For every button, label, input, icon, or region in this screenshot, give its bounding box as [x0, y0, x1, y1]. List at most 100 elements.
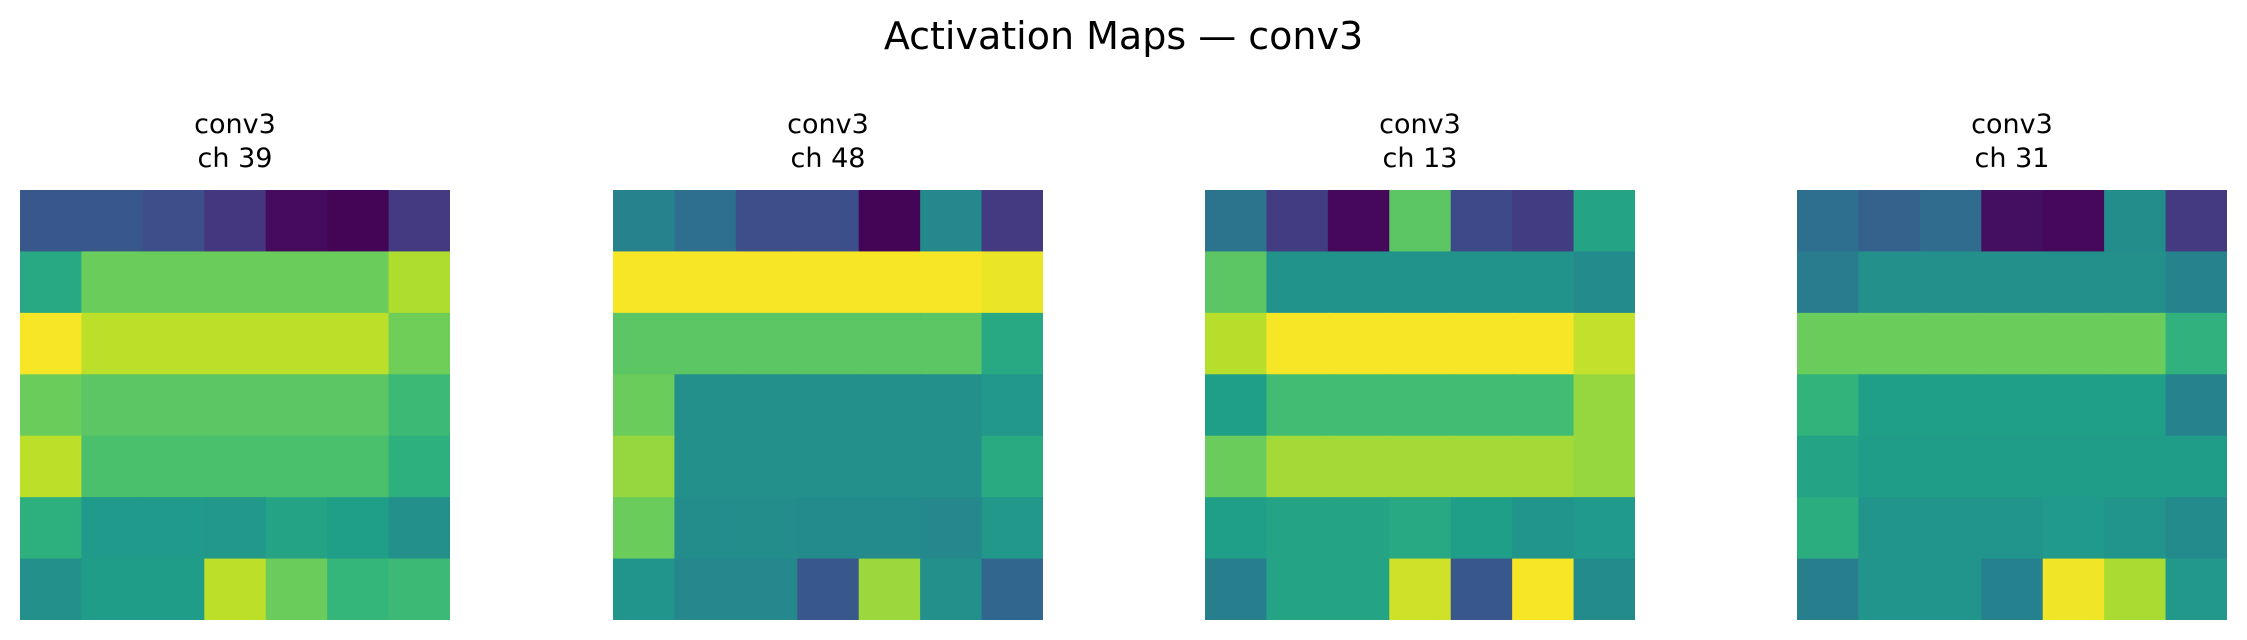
heatmap-cell [2104, 312, 2167, 376]
heatmap-cell [797, 312, 860, 376]
heatmap-cell [1512, 312, 1575, 376]
heatmap-cell [1797, 190, 1860, 253]
heatmap-cell [2042, 374, 2106, 437]
heatmap-cell [797, 190, 860, 253]
heatmap-cell [735, 190, 799, 253]
heatmap-cell [20, 190, 83, 253]
heatmap-cell [388, 435, 450, 499]
heatmap-cell [1919, 312, 1983, 376]
heatmap-cell [1919, 190, 1983, 253]
heatmap-cell [1205, 374, 1268, 437]
heatmap-cell [204, 558, 267, 620]
heatmap-cell [1266, 190, 1330, 253]
heatmap-cell [1512, 251, 1575, 315]
heatmap-cell [1389, 558, 1452, 620]
heatmap-cell [2042, 190, 2106, 253]
heatmap-cell [1327, 435, 1391, 499]
heatmap-cell [142, 497, 206, 560]
heatmap-cell [81, 435, 145, 499]
heatmap-cell [1858, 312, 1922, 376]
heatmap-cell [735, 312, 799, 376]
heatmap-cell [674, 374, 738, 437]
panel-title-3: conv3 ch 13 [1205, 108, 1635, 176]
heatmap-cell [327, 251, 390, 315]
heatmap-cell [1858, 251, 1922, 315]
heatmap-cell [1858, 190, 1922, 253]
heatmap-cell [265, 312, 329, 376]
heatmap-grid-2 [613, 190, 1043, 620]
heatmap-cell [327, 190, 390, 253]
heatmap-cell [920, 251, 983, 315]
heatmap-cell [1573, 312, 1635, 376]
heatmap-cell [327, 497, 390, 560]
heatmap-cell [981, 251, 1043, 315]
heatmap-cell [1450, 251, 1514, 315]
heatmap-cell [1573, 497, 1635, 560]
heatmap-cell [1266, 374, 1330, 437]
heatmap-cell [1919, 374, 1983, 437]
heatmap-cell [2104, 251, 2167, 315]
heatmap-cell [1981, 558, 2044, 620]
heatmap-cell [674, 497, 738, 560]
heatmap-cell [1327, 312, 1391, 376]
heatmap-cell [981, 312, 1043, 376]
heatmap-cell [1450, 374, 1514, 437]
heatmap-cell [1266, 497, 1330, 560]
figure-title: Activation Maps — conv3 [883, 14, 1364, 58]
heatmap-cell [735, 251, 799, 315]
heatmap-cell [265, 558, 329, 620]
heatmap-cell [1450, 190, 1514, 253]
panel-title-channel: ch 13 [1382, 143, 1458, 174]
heatmap-cell [81, 497, 145, 560]
heatmap-cell [674, 312, 738, 376]
heatmap-cell [1450, 558, 1514, 620]
heatmap-panel-3: conv3 ch 13 [1205, 108, 1635, 620]
heatmap-cell [2165, 497, 2227, 560]
heatmap-cell [1389, 190, 1452, 253]
heatmap-cell [1858, 497, 1922, 560]
heatmap-cell [20, 312, 83, 376]
heatmap-cell [1797, 312, 1860, 376]
heatmap-cell [613, 312, 676, 376]
heatmap-cell [1389, 497, 1452, 560]
heatmap-cell [81, 374, 145, 437]
heatmap-cell [2104, 497, 2167, 560]
heatmap-cell [2165, 558, 2227, 620]
heatmap-cell [613, 190, 676, 253]
heatmap-cell [613, 497, 676, 560]
panel-title-2: conv3 ch 48 [613, 108, 1043, 176]
heatmap-cell [1205, 190, 1268, 253]
heatmap-cell [2165, 251, 2227, 315]
heatmap-cell [1512, 497, 1575, 560]
heatmap-cell [1327, 251, 1391, 315]
panel-title-4: conv3 ch 31 [1797, 108, 2227, 176]
panel-title-layer: conv3 [1379, 109, 1461, 140]
panel-title-channel: ch 39 [197, 143, 273, 174]
heatmap-cell [2104, 190, 2167, 253]
heatmap-cell [858, 251, 922, 315]
heatmap-cell [1797, 251, 1860, 315]
heatmap-cell [613, 251, 676, 315]
heatmap-cell [81, 558, 145, 620]
heatmap-cell [204, 374, 267, 437]
heatmap-cell [920, 312, 983, 376]
heatmap-cell [613, 558, 676, 620]
heatmap-cell [388, 558, 450, 620]
heatmap-cell [1858, 435, 1922, 499]
heatmap-cell [20, 435, 83, 499]
heatmap-cell [1389, 312, 1452, 376]
heatmap-cell [1205, 312, 1268, 376]
heatmap-cell [1981, 251, 2044, 315]
heatmap-cell [1981, 435, 2044, 499]
heatmap-cell [1450, 435, 1514, 499]
heatmap-cell [265, 190, 329, 253]
heatmap-cell [858, 190, 922, 253]
panel-title-1: conv3 ch 39 [20, 108, 450, 176]
heatmap-cell [613, 435, 676, 499]
heatmap-cell [142, 374, 206, 437]
heatmap-cell [1327, 374, 1391, 437]
heatmap-cell [2042, 251, 2106, 315]
heatmap-cell [981, 374, 1043, 437]
heatmap-cell [920, 374, 983, 437]
heatmap-cell [1327, 190, 1391, 253]
